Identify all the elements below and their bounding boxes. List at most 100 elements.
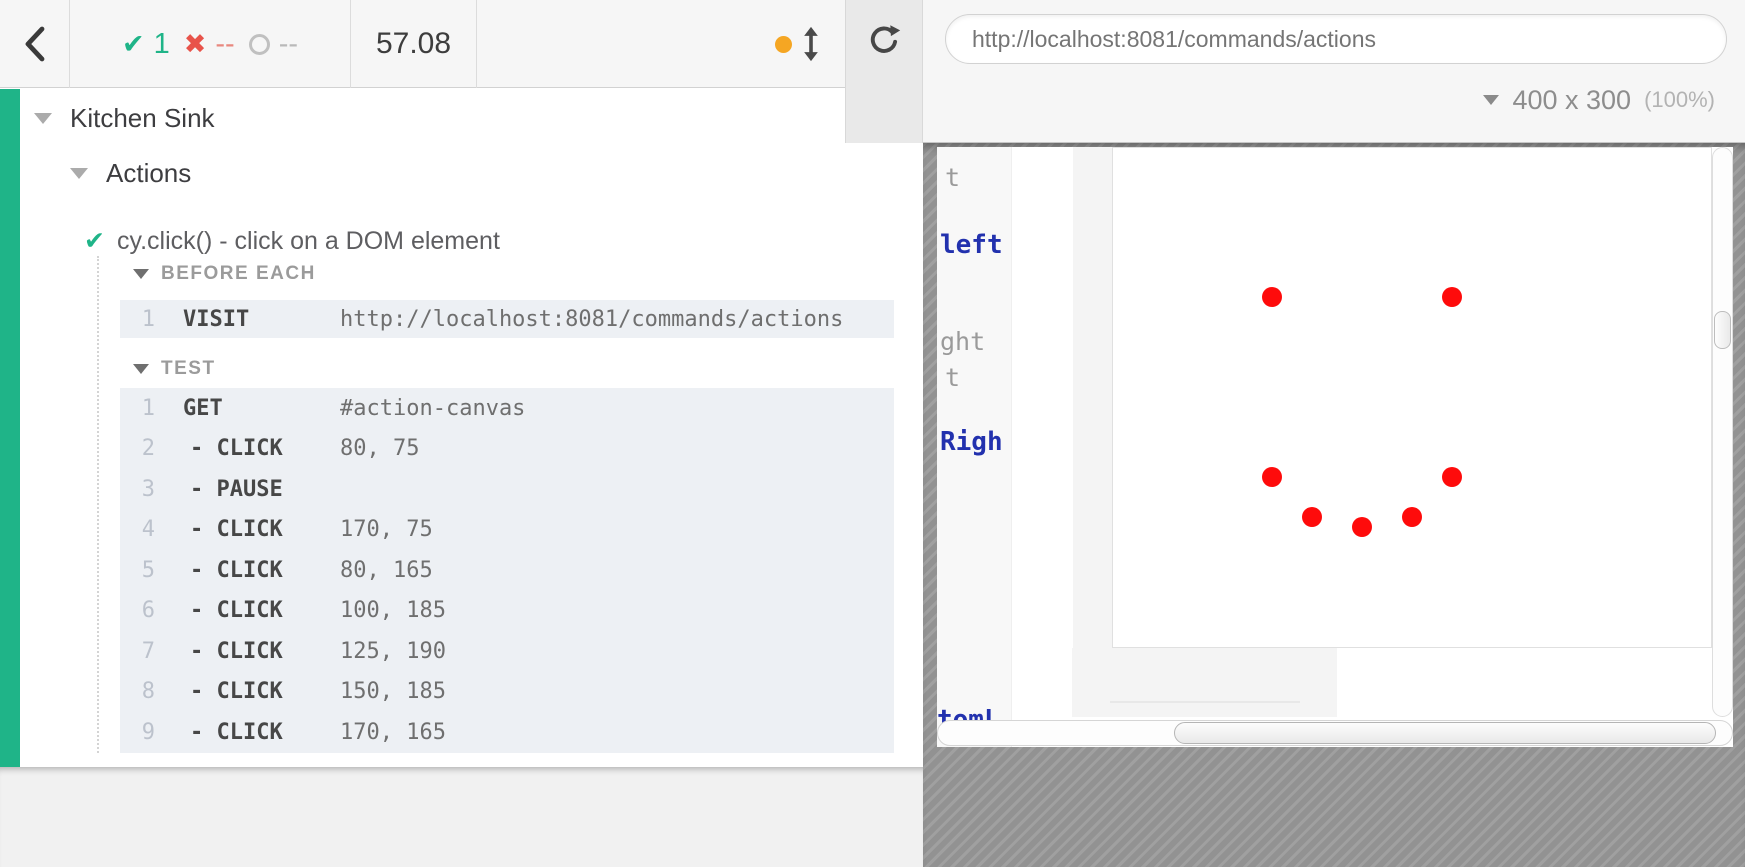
command-row[interactable]: 8 - CLICK 150, 185	[120, 672, 894, 713]
divider	[1110, 701, 1300, 703]
text-fragment: t	[945, 363, 961, 392]
test-stats: ✔ 1 ✖ -- --	[70, 0, 351, 88]
reporter-footer	[0, 767, 923, 867]
page-gray-band	[1073, 147, 1112, 717]
vertical-scrollbar-thumb[interactable]	[1714, 311, 1731, 349]
command-number: 1	[141, 395, 155, 421]
auto-scroll-icon[interactable]	[800, 26, 822, 62]
viewport-size: 400 x 300	[1512, 84, 1632, 115]
aut-iframe: tleftghttRightomL	[937, 147, 1733, 747]
command-method: - PAUSE	[190, 476, 283, 502]
command-row[interactable]: 6 - CLICK 100, 185	[120, 591, 894, 632]
code-text-fragment: Righ	[940, 427, 1003, 457]
horizontal-scrollbar[interactable]	[937, 720, 1733, 746]
text-fragment: t	[945, 163, 961, 192]
command-method: VISIT	[183, 306, 250, 332]
red-click-dot	[1262, 287, 1282, 307]
command-number: 9	[141, 719, 155, 745]
page-column-band	[937, 147, 1012, 747]
suite-kitchen-sink[interactable]: Kitchen Sink	[34, 103, 215, 134]
horizontal-scrollbar-thumb[interactable]	[1174, 722, 1716, 744]
collapse-triangle-icon	[133, 269, 149, 279]
aut-pane: http://localhost:8081/commands/actions 4…	[923, 0, 1745, 867]
command-number: 8	[141, 679, 155, 705]
command-method: - CLICK	[190, 598, 283, 624]
red-click-dot	[1262, 467, 1282, 487]
command-method: - CLICK	[190, 517, 283, 543]
hook-name: TEST	[161, 358, 216, 379]
aut-background: tleftghttRightomL	[923, 143, 1745, 867]
suite-label: Actions	[106, 158, 192, 188]
command-number: 4	[141, 517, 155, 543]
action-canvas[interactable]	[1112, 147, 1712, 648]
command-message: 170, 165	[340, 719, 446, 745]
aut-url: http://localhost:8081/commands/actions	[972, 25, 1377, 52]
passed-check-icon: ✔	[121, 28, 145, 59]
restart-tests-button[interactable]	[845, 0, 923, 143]
red-click-dot	[1302, 507, 1322, 527]
command-number: 5	[141, 557, 155, 583]
viewport-selector[interactable]: 400 x 300 (100%)	[1483, 78, 1715, 122]
pending-count: --	[278, 27, 299, 60]
aut-header: http://localhost:8081/commands/actions 4…	[923, 0, 1745, 143]
chevron-down-icon	[70, 168, 88, 179]
command-message: 125, 190	[340, 638, 446, 664]
red-click-dot	[1442, 287, 1462, 307]
back-chevron-icon	[25, 26, 44, 62]
command-message: 80, 165	[340, 557, 433, 583]
test-passed-bar	[0, 89, 20, 767]
url-bar[interactable]: http://localhost:8081/commands/actions	[945, 14, 1727, 64]
passed-count: 1	[153, 27, 170, 60]
status-dot-icon	[775, 35, 792, 53]
vertical-scrollbar[interactable]	[1712, 147, 1733, 717]
command-method: - CLICK	[190, 719, 283, 745]
suite-label: Kitchen Sink	[70, 103, 215, 133]
command-number: 7	[141, 638, 155, 664]
before-each-commands: 1 VISIT http://localhost:8081/commands/act…	[120, 300, 894, 338]
viewport-scale: (100%)	[1644, 87, 1715, 112]
red-click-dot	[1402, 507, 1422, 527]
red-click-dot	[1352, 517, 1372, 537]
pending-circle-icon	[248, 33, 270, 55]
reporter-pane: ✔ 1 ✖ -- -- 57.08	[0, 0, 923, 867]
command-message: #action-canvas	[340, 395, 526, 421]
command-message: 80, 75	[340, 436, 420, 462]
toolbar-indicators	[477, 0, 845, 88]
refresh-icon	[870, 25, 901, 53]
suite-actions[interactable]: Actions	[70, 158, 191, 189]
back-button[interactable]	[0, 0, 70, 88]
hook-before-each[interactable]: BEFORE EACH	[133, 263, 316, 285]
page-code-block	[1072, 648, 1337, 717]
text-fragment: ght	[940, 327, 986, 356]
code-text-fragment: left	[940, 230, 1003, 260]
chevron-down-icon	[34, 113, 52, 124]
command-message: 170, 75	[340, 517, 433, 543]
collapse-triangle-icon	[133, 364, 149, 374]
stat-pending: --	[248, 27, 299, 61]
red-click-dot	[1442, 467, 1462, 487]
command-row[interactable]: 9 - CLICK 170, 165	[120, 712, 894, 753]
command-row[interactable]: 3 - PAUSE	[120, 469, 894, 510]
command-method: - CLICK	[190, 638, 283, 664]
stat-passed: ✔ 1	[122, 28, 170, 61]
command-row[interactable]: 1 GET #action-canvas	[120, 388, 894, 429]
command-row[interactable]: 4 - CLICK 170, 75	[120, 510, 894, 551]
command-row[interactable]: 5 - CLICK 80, 165	[120, 550, 894, 591]
test-commands: 1 GET #action-canvas 2 - CLICK 80, 75 3 - PAUSE…	[120, 388, 894, 753]
command-message: 100, 185	[340, 598, 446, 624]
indent-guide	[97, 256, 99, 753]
test-cy-click[interactable]: ✔ cy.click() - click on a DOM element	[84, 226, 500, 256]
test-title: cy.click() - click on a DOM element	[116, 226, 500, 255]
duration-cell: 57.08	[351, 0, 477, 88]
command-row[interactable]: 2 - CLICK 80, 75	[120, 429, 894, 470]
hook-test[interactable]: TEST	[133, 358, 216, 380]
command-message: 150, 185	[340, 679, 446, 705]
command-row[interactable]: 7 - CLICK 125, 190	[120, 631, 894, 672]
command-number: 3	[141, 476, 155, 502]
command-number: 2	[141, 436, 155, 462]
command-row[interactable]: 1 VISIT http://localhost:8081/commands/act…	[120, 300, 894, 338]
command-number: 1	[141, 306, 155, 332]
dropdown-triangle-icon	[1483, 95, 1500, 105]
command-method: - CLICK	[190, 557, 283, 583]
